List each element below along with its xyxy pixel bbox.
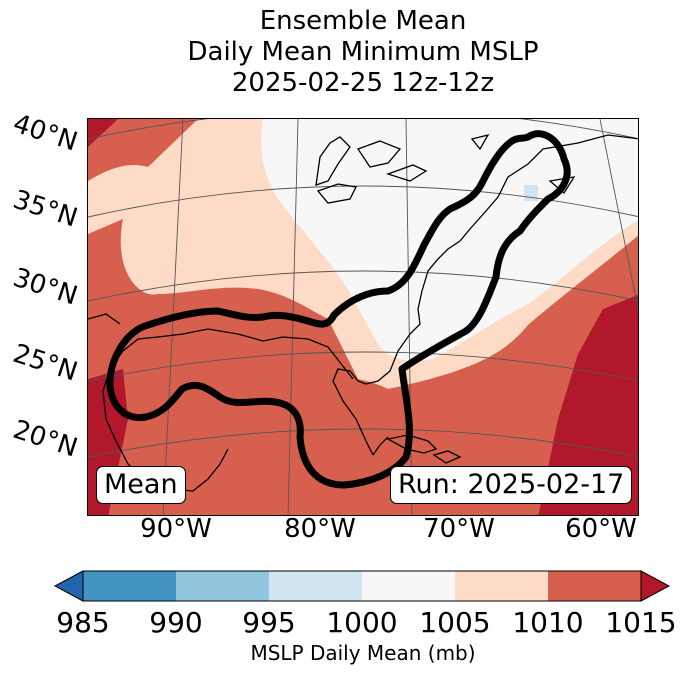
- contour-outline: [106, 130, 571, 489]
- field-below-1000: [524, 185, 538, 201]
- lon-label-70w: 70°W: [423, 514, 495, 544]
- lon-label-80w: 80°W: [284, 514, 356, 544]
- mslp-map: [88, 119, 638, 515]
- colorbar-bin-1005-1010: [455, 571, 548, 601]
- title-line-1: Ensemble Mean: [259, 6, 467, 36]
- title-line-3: 2025-02-25 12z-12z: [231, 68, 495, 98]
- colorbar-tick-1000: 1000: [326, 606, 398, 639]
- lat-label-25n: 25°N: [9, 338, 81, 388]
- map-panel: Mean Run: 2025-02-17: [87, 118, 639, 516]
- lat-label-35n: 35°N: [9, 184, 81, 234]
- lat-label-40n: 40°N: [9, 108, 81, 158]
- colorbar-tick-1015: 1015: [605, 606, 677, 639]
- colorbar-bin-990-995: [176, 571, 269, 601]
- colorbar-bin-995-1000: [269, 571, 362, 601]
- lat-label-30n: 30°N: [9, 262, 81, 312]
- colorbar-bin-985-990: [83, 571, 176, 601]
- lon-label-90w: 90°W: [140, 514, 212, 544]
- lat-label-20n: 20°N: [9, 414, 81, 464]
- colorbar-extend-low: [54, 570, 84, 602]
- run-date-badge: Run: 2025-02-17: [390, 466, 633, 504]
- colorbar-bin-1000-1005: [362, 571, 455, 601]
- colorbar-tick-1010: 1010: [512, 606, 584, 639]
- lon-label-60w: 60°W: [565, 514, 637, 544]
- figure-title: Ensemble Mean Daily Mean Minimum MSLP 20…: [0, 6, 688, 99]
- colorbar: [54, 570, 671, 602]
- colorbar-label: MSLP Daily Mean (mb): [250, 641, 476, 665]
- colorbar-outline: [82, 570, 642, 602]
- colorbar-tick-985: 985: [56, 606, 110, 639]
- colorbar-tick-1005: 1005: [419, 606, 491, 639]
- mean-badge: Mean: [96, 466, 186, 504]
- title-line-2: Daily Mean Minimum MSLP: [187, 37, 539, 67]
- colorbar-tick-995: 995: [242, 606, 296, 639]
- colorbar-bin-1010-1015: [548, 571, 641, 601]
- colorbar-tick-990: 990: [149, 606, 203, 639]
- colorbar-extend-high: [640, 570, 671, 602]
